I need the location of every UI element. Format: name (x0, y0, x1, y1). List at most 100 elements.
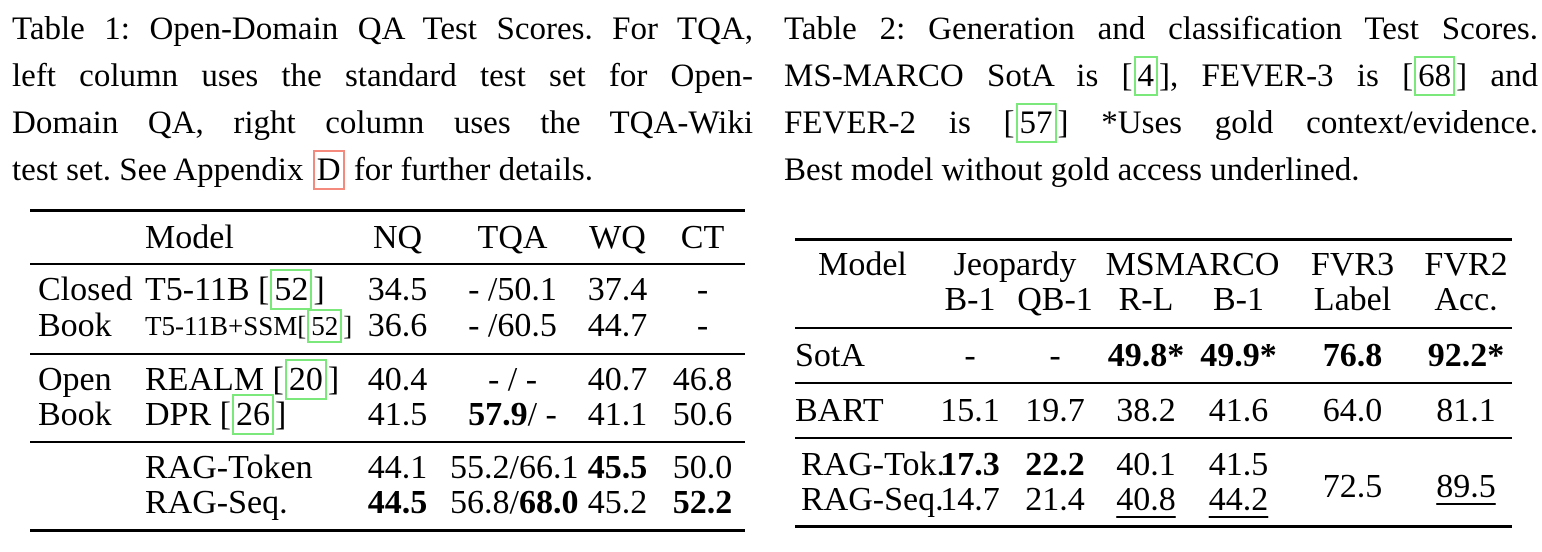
text-run: 64.0 (1322, 392, 1383, 429)
score-cell: 19.7 (1010, 382, 1100, 438)
score-cell: 81.1 (1420, 382, 1512, 438)
group-label-cell (30, 485, 135, 531)
text-run: 40.8 (1116, 481, 1176, 518)
citation-ref[interactable]: 52 (307, 309, 343, 343)
col-header-fvr3: FVR3 (1310, 246, 1395, 283)
text-run: ] *Uses gold context/evidence. (1057, 105, 1538, 141)
score-cell: 64.0 (1285, 382, 1420, 438)
col-header-model: Model (135, 210, 345, 265)
text-run: Table 1: Open-Domain QA Test Scores. For… (12, 11, 753, 47)
score-cell: 49.8* (1100, 327, 1192, 383)
text-run: 44.5 (367, 484, 428, 521)
caption-line: MS-MARCO SotA is [4], FEVER-3 is [68] an… (784, 53, 1538, 100)
text-run: 68.0 (518, 484, 579, 521)
score-cell: 37.4 (575, 264, 660, 307)
text-run: 57.9 (468, 396, 528, 433)
score-cell: 21.4 (1010, 482, 1100, 527)
text-run: - (696, 307, 709, 344)
score-cell: 44.7 (575, 307, 660, 354)
citation-ref[interactable]: 26 (231, 394, 274, 435)
table1-body: Closed T5-11B [52] 34.5- /50.1 37.4- Book T5-… (30, 264, 745, 531)
appendix-ref[interactable]: D (312, 150, 345, 190)
table-row: RAG-Tok. 17.3 22.2 40.1 41.5 72.5 89.5 (795, 437, 1512, 527)
text-run: test set. See Appendix (12, 152, 312, 188)
group-label-cell: Book (38, 396, 112, 433)
table1-header: Model NQ TQA WQ CT (30, 210, 745, 265)
score-cell: 14.7 (930, 482, 1010, 527)
score-cell: - (660, 264, 745, 307)
text-run: 49.8* (1107, 337, 1185, 374)
text-run: ] (327, 361, 340, 398)
text-run: - (1049, 337, 1061, 374)
table-row: Open REALM [20] 40.4- / -40.7 46.8 (30, 353, 745, 400)
text-run: Domain QA, right column uses the TQA-Wik… (12, 105, 753, 141)
group-label-cell (30, 441, 135, 485)
col-header-tqa: TQA (450, 210, 575, 265)
text-run: - / - (487, 361, 538, 398)
text-run: left column uses the standard test set f… (12, 58, 753, 94)
col-subheader-acc: Acc. (1434, 281, 1498, 318)
score-cell: - /50.1 (450, 264, 575, 307)
table2-body: SotA - - 49.8* 49.9* 76.8 92.2* BART 15.1 19.7 38.… (795, 327, 1512, 527)
score-cell: 41.5 (345, 397, 450, 442)
model-cell: DPR [26] (135, 394, 345, 442)
citation-ref[interactable]: 20 (284, 359, 327, 400)
score-cell: - /60.5 (450, 307, 575, 354)
score-cell: 38.2 (1100, 382, 1192, 438)
text-run: 38.2 (1116, 392, 1176, 429)
text-run: for further details. (345, 152, 593, 188)
caption-line: Table 2: Generation and classification T… (784, 6, 1538, 53)
table-row: SotA - - 49.8* 49.9* 76.8 92.2* (795, 327, 1512, 383)
model-cell: SotA (795, 327, 930, 383)
text-run: REALM [ (145, 361, 284, 398)
text-run: ] (274, 396, 287, 433)
caption-line: FEVER-2 is [57] *Uses gold context/evide… (784, 100, 1538, 147)
text-run: 81.1 (1436, 392, 1496, 429)
table-row: RAG-Seq. 14.7 21.4 40.8 44.2 (795, 482, 1512, 527)
text-run: Table 2: Generation and classification T… (784, 11, 1538, 47)
score-cell: 44.1 (345, 441, 450, 485)
model-cell: T5-11B [52] (135, 264, 345, 310)
text-run: FEVER-2 is [ (784, 105, 1015, 141)
text-run: - /60.5 (468, 307, 557, 344)
col-header-ct: CT (660, 210, 745, 265)
text-run: 21.4 (1025, 481, 1085, 518)
score-cell: 76.8 (1285, 327, 1420, 383)
table2-header: Model Jeopardy MSMARCO FVR3 FVR2 B-1 QB-1 R-L B-… (795, 240, 1512, 329)
text-run: ] and (1456, 58, 1538, 94)
score-cell: 89.5 (1420, 437, 1512, 527)
text-run: 72.5 (1322, 467, 1383, 505)
text-run: - /50.1 (468, 271, 557, 308)
col-subheader-qb1: QB-1 (1017, 281, 1093, 318)
citation-ref[interactable]: 52 (270, 269, 313, 310)
score-cell: 50.6 (660, 397, 745, 442)
text-run: 37.4 (587, 271, 648, 308)
text-run: RAG-Token (145, 449, 313, 486)
table-row: RAG-Token 44.1 55.2/66.1 45.5 50.0 (30, 441, 745, 486)
text-run: 45.2 (587, 484, 648, 521)
text-run: 14.7 (940, 481, 1000, 518)
table-row: Closed T5-11B [52] 34.5- /50.1 37.4- (30, 264, 745, 310)
text-run: 56.8/ (450, 484, 519, 521)
text-run: 17.3 (940, 446, 1000, 483)
model-cell: RAG-Tok. (795, 437, 945, 482)
citation-ref[interactable]: 4 (1133, 56, 1159, 96)
score-cell: 72.5 (1285, 437, 1420, 527)
model-cell: T5-11B+SSM[52] (135, 307, 352, 354)
text-run: 22.2 (1025, 446, 1085, 483)
score-cell: 56.8/68.0 (450, 484, 578, 531)
col-header-nq: NQ (345, 210, 450, 265)
score-cell: 46.8 (660, 353, 745, 397)
score-cell: 57.9/ - (450, 397, 575, 442)
table-row: Book DPR [26] 41.5 57.9/ - 41.1 50.6 (30, 394, 745, 442)
text-run: 76.8 (1322, 337, 1383, 374)
table-row: Book T5-11B+SSM[52] 36.6 - /60.5 44.7 - (30, 307, 745, 354)
text-run: 50.6 (672, 396, 733, 433)
header-row-groups: Model Jeopardy MSMARCO FVR3 FVR2 (795, 240, 1512, 283)
citation-ref[interactable]: 57 (1015, 103, 1057, 143)
citation-ref[interactable]: 68 (1414, 56, 1456, 96)
text-run: SotA (795, 337, 865, 374)
text-run: 92.2* (1427, 337, 1505, 374)
text-run: 52.2 (672, 484, 733, 521)
score-cell: - / - (450, 353, 575, 398)
